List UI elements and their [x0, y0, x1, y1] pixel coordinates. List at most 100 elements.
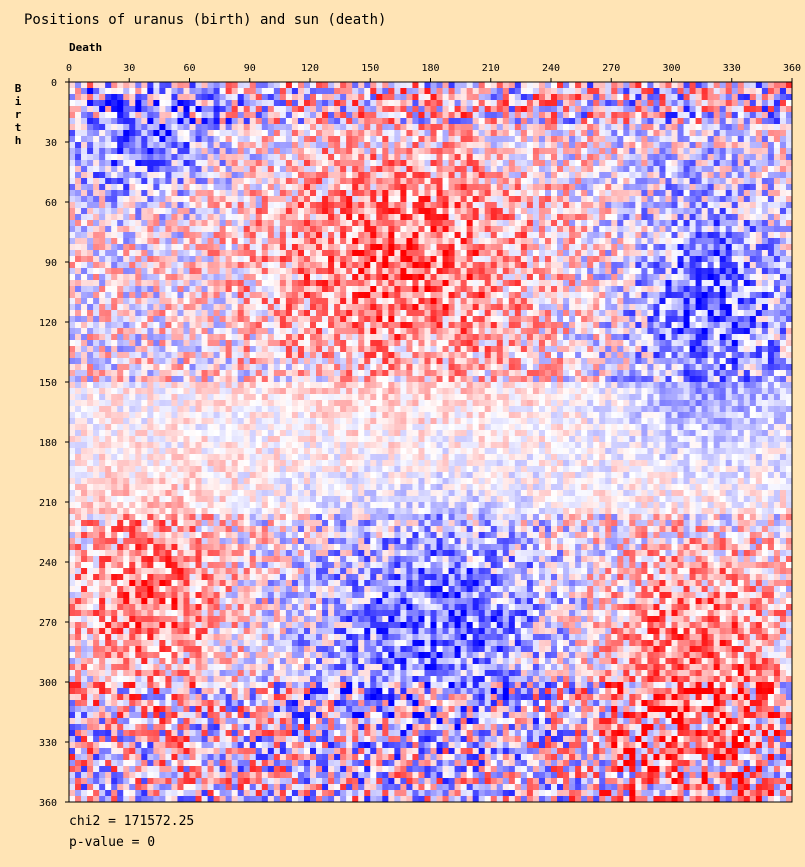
heatmap-cell [737, 130, 745, 137]
heatmap-cell [508, 292, 516, 299]
heatmap-cell [490, 280, 498, 287]
heatmap-cell [442, 82, 449, 89]
heatmap-cell [201, 262, 208, 269]
heatmap-cell [629, 268, 636, 275]
heatmap-cell [267, 136, 275, 143]
heatmap-cell [653, 142, 660, 149]
heatmap-cell [340, 196, 347, 203]
heatmap-cell [129, 316, 136, 323]
heatmap-cell [105, 328, 112, 335]
heatmap-cell [334, 286, 341, 293]
heatmap-cell [448, 304, 455, 311]
heatmap-cell [171, 250, 178, 257]
heatmap-cell [605, 208, 612, 215]
heatmap-cell [322, 142, 329, 149]
heatmap-cell [183, 250, 190, 257]
heatmap-cell [671, 112, 678, 119]
heatmap-cell [695, 118, 702, 125]
heatmap-cell [358, 208, 365, 215]
heatmap-cell [526, 178, 534, 185]
heatmap-cell [605, 280, 612, 287]
heatmap-cell [701, 238, 708, 245]
heatmap-cell [183, 280, 190, 287]
heatmap-cell [538, 196, 546, 203]
heatmap-cell [406, 298, 413, 305]
heatmap-cell [538, 244, 546, 251]
heatmap-cell [707, 298, 714, 305]
heatmap-cell [785, 262, 793, 269]
heatmap-cell [135, 214, 142, 221]
heatmap-cell [677, 316, 684, 323]
heatmap-cell [544, 316, 552, 323]
heatmap-cell [508, 148, 516, 155]
heatmap-cell [520, 148, 528, 155]
heatmap-cell [587, 82, 594, 89]
heatmap-cell [671, 322, 678, 329]
heatmap-cell [707, 232, 714, 239]
heatmap-cell [713, 178, 721, 185]
heatmap-cell [538, 166, 546, 173]
heatmap-cell [424, 130, 431, 137]
heatmap-cell [111, 310, 118, 317]
heatmap-cell [659, 190, 666, 197]
heatmap-cell [430, 268, 437, 275]
heatmap-cell [376, 106, 383, 113]
heatmap-cell [749, 100, 757, 107]
heatmap-cell [75, 322, 82, 329]
heatmap-cell [629, 232, 636, 239]
heatmap-cell [581, 316, 588, 323]
heatmap-cell [430, 226, 437, 233]
heatmap-cell [779, 130, 787, 137]
heatmap-cell [466, 106, 473, 113]
heatmap-cell [394, 280, 401, 287]
heatmap-cell [201, 88, 208, 95]
heatmap-cell [129, 196, 136, 203]
heatmap-cell [551, 154, 558, 161]
heatmap-cell [719, 94, 727, 101]
heatmap-cell [677, 226, 684, 233]
heatmap-cell [111, 118, 118, 125]
heatmap-cell [551, 94, 558, 101]
heatmap-cell [743, 118, 751, 125]
heatmap-cell [532, 286, 540, 293]
heatmap-cell [454, 94, 461, 101]
heatmap-cell [129, 130, 136, 137]
heatmap-cell [514, 178, 522, 185]
heatmap-cell [611, 208, 618, 215]
heatmap-cell [159, 112, 166, 119]
heatmap-cell [719, 148, 727, 155]
heatmap-cell [731, 142, 739, 149]
heatmap-cell [581, 298, 588, 305]
heatmap-cell [713, 184, 721, 191]
heatmap-cell [767, 250, 775, 257]
heatmap-cell [249, 112, 257, 119]
heatmap-cell [430, 262, 437, 269]
heatmap-cell [737, 148, 745, 155]
heatmap-cell [346, 214, 353, 221]
heatmap-cell [237, 280, 245, 287]
heatmap-cell [352, 178, 359, 185]
heatmap-cell [255, 166, 263, 173]
heatmap-cell [671, 298, 678, 305]
heatmap-cell [183, 244, 190, 251]
heatmap-cell [611, 286, 618, 293]
heatmap-cell [575, 118, 582, 125]
heatmap-cell [135, 250, 142, 257]
heatmap-cell [153, 154, 160, 161]
heatmap-cell [219, 274, 226, 281]
heatmap-cell [291, 106, 299, 113]
heatmap-cell [713, 322, 721, 329]
heatmap-cell [261, 148, 269, 155]
heatmap-cell [695, 238, 702, 245]
heatmap-cell [731, 178, 739, 185]
heatmap-cell [249, 142, 257, 149]
heatmap-cell [647, 82, 654, 89]
heatmap-cell [671, 226, 678, 233]
heatmap-cell [189, 100, 196, 107]
heatmap-cell [316, 262, 323, 269]
heatmap-cell [87, 202, 94, 209]
heatmap-cell [147, 142, 154, 149]
heatmap-cell [629, 178, 636, 185]
heatmap-cell [773, 280, 781, 287]
heatmap-cell [201, 286, 208, 293]
